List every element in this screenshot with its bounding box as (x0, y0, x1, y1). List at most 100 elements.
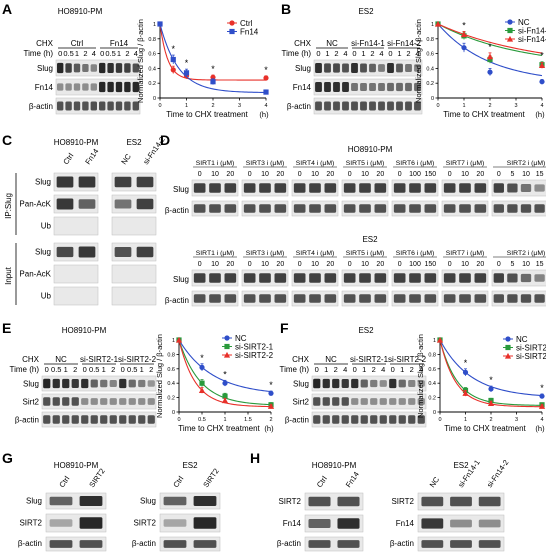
inhibitor-1: SIRT3 i (μM) 0 10 20 (241, 160, 289, 217)
blot-band (324, 63, 331, 73)
dose-label: 20 (476, 171, 484, 178)
blot-band (387, 101, 394, 111)
dose-label: 0 (198, 261, 202, 268)
blot-band (337, 540, 360, 548)
blot-row (41, 393, 157, 410)
dose-label: 10 (361, 261, 369, 268)
series-line (437, 23, 543, 54)
group-label: si-Fn14-2 (387, 39, 421, 48)
panel-letter: E (2, 320, 11, 336)
blot-band (224, 294, 237, 303)
blot-band (56, 198, 74, 210)
blot-band (398, 415, 406, 424)
blot-band (224, 183, 237, 193)
blot-row (191, 179, 239, 197)
row-label: Slug (140, 496, 156, 505)
significance-star: * (464, 358, 468, 368)
dose-label: 20 (476, 261, 484, 268)
blot-band (408, 398, 416, 405)
blot-band (124, 101, 131, 111)
blot-band (393, 273, 406, 283)
time-point: 0.5 (127, 365, 137, 374)
dose-label: 20 (276, 261, 284, 268)
data-point (175, 336, 183, 343)
inhibitor-label: SIRT3 i (μM) (246, 160, 285, 167)
blot-band (224, 204, 237, 213)
blot-band (49, 540, 73, 548)
dose-label: 20 (226, 171, 234, 178)
blot-band (342, 63, 349, 73)
data-point (539, 393, 545, 399)
inhibitor-label: SIRT4 i (μM) (296, 160, 335, 167)
blot-band (351, 83, 358, 91)
data-point (267, 403, 275, 409)
dose-label: 0 (348, 171, 352, 178)
blot-band (274, 294, 287, 303)
inhibitor-0: SIRT1 i (μM) 0 10 20 (191, 160, 239, 217)
x-tick-label: 1.5 (244, 417, 252, 423)
blot-band (520, 294, 532, 303)
blot-band (393, 183, 406, 193)
blot-band (360, 379, 368, 388)
inhibitor-2: SIRT4 i (μM) 0 10 20 (291, 250, 339, 307)
blot-row (341, 290, 389, 307)
blot-band (109, 379, 117, 388)
blot-row (241, 290, 289, 307)
x-tick-label: 0 (436, 103, 439, 109)
series-line (437, 23, 543, 56)
blot-membrane (41, 411, 157, 428)
blot-band (313, 397, 321, 406)
blot-band (132, 63, 139, 73)
blot-row (45, 513, 107, 533)
blot-band (107, 63, 114, 73)
blot-band (393, 294, 406, 303)
blot-band (81, 398, 89, 405)
blot-band (315, 63, 322, 73)
blot-band (49, 496, 73, 506)
blot-band (534, 294, 545, 303)
lane-label: Ctrl (61, 151, 75, 166)
x-tick-label: 1 (185, 103, 188, 109)
time-point: 0 (83, 365, 87, 374)
data-point (229, 28, 235, 35)
blot-band (370, 398, 378, 405)
time-point: 1 (140, 365, 144, 374)
dose-label: 10 (311, 171, 319, 178)
x-tick-label: 4 (540, 103, 543, 109)
blot-row (111, 242, 157, 262)
time-point: 1 (117, 49, 121, 58)
blot-band (409, 204, 421, 213)
blot-row (291, 290, 339, 307)
time-point: 1 (64, 365, 68, 374)
group-label: NC (326, 39, 338, 48)
blot-row (191, 200, 239, 217)
blot-band (128, 415, 136, 424)
dose-label: 150 (424, 261, 436, 268)
blot-band (393, 204, 406, 213)
inhibitor-label: SIRT4 i (μM) (296, 250, 335, 257)
blot-band (324, 273, 337, 283)
legend-label: Ctrl (240, 19, 253, 28)
y-tick-label: 0.8 (167, 352, 175, 358)
blot-band (115, 101, 123, 111)
dose-label: 100 (409, 171, 421, 178)
time-point: 2 (149, 365, 153, 374)
inhibitor-0: SIRT1 i (μM) 0 10 20 (191, 250, 239, 307)
row-label: Sirt2 (23, 398, 40, 407)
chart-E: 0 0.2 0.4 0.6 0.8 1 0 0.5 1 1.5 2 Time to CHX treat… (155, 334, 275, 433)
dose-label: 10 (261, 261, 269, 268)
data-point (183, 70, 190, 76)
blot-band (424, 183, 437, 193)
blot-band (78, 246, 96, 258)
blot-band (90, 379, 98, 388)
blot-band (114, 246, 132, 258)
ip-label: IP:Slug (4, 193, 13, 219)
blot-band (507, 273, 518, 283)
blot-band (124, 63, 131, 73)
blot-membrane (311, 393, 427, 410)
cell-line-label: ES2 (362, 235, 378, 244)
blot-band (71, 415, 79, 424)
